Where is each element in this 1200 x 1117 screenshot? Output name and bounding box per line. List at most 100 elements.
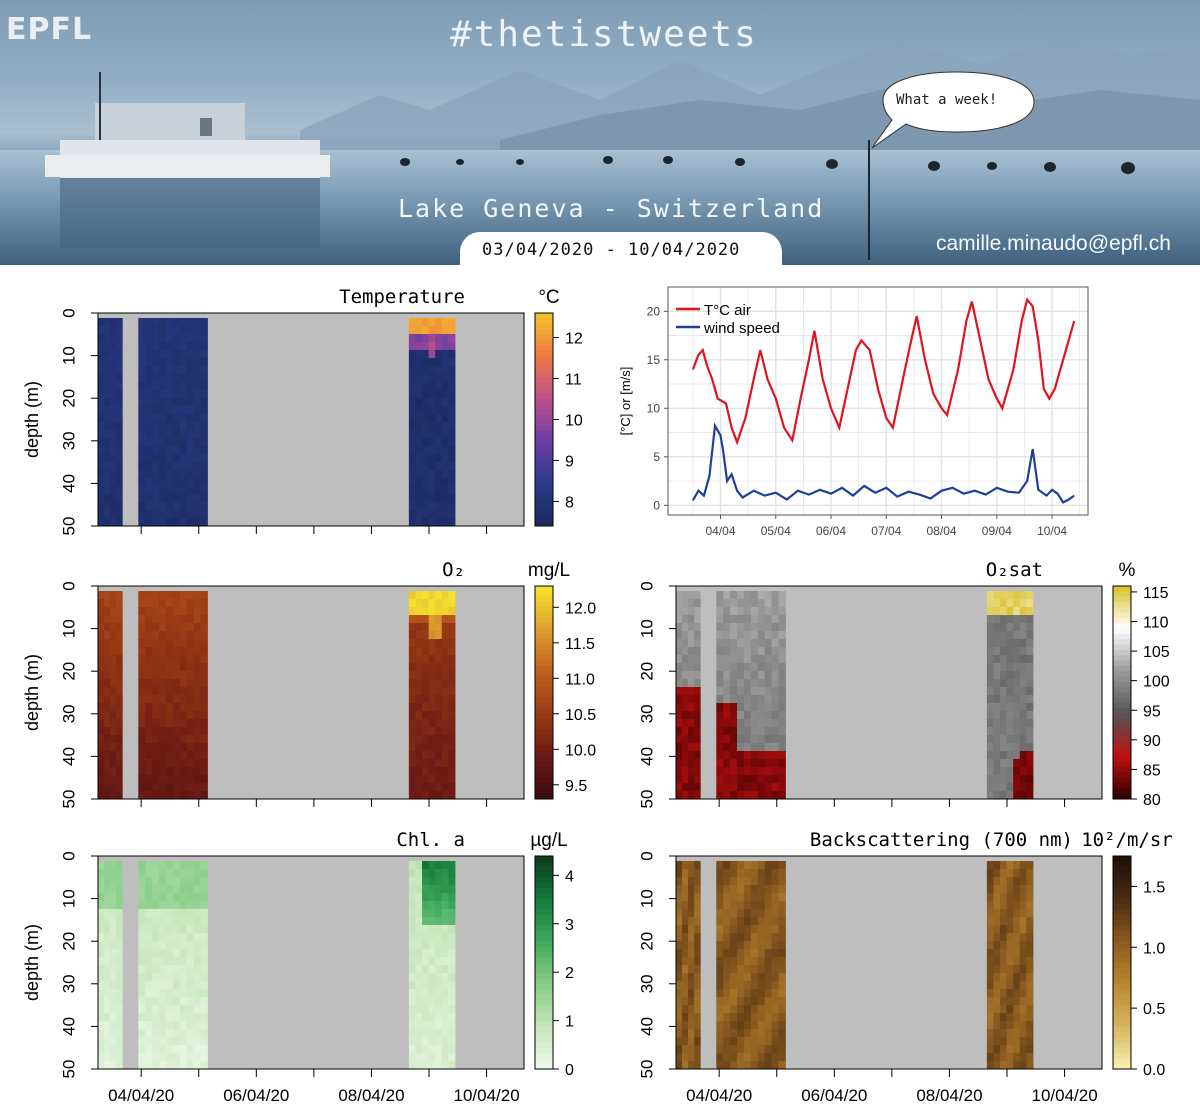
data-cell	[993, 901, 1001, 910]
data-cell	[116, 655, 123, 664]
data-cell	[441, 981, 449, 990]
data-cell	[448, 759, 456, 768]
data-cell	[757, 901, 766, 910]
data-cell	[764, 679, 773, 688]
data-cell	[1000, 719, 1008, 728]
data-cell	[98, 783, 105, 792]
data-cell	[110, 647, 117, 656]
data-cell	[723, 639, 731, 648]
data-cell	[1006, 933, 1014, 942]
data-cell	[179, 374, 188, 383]
data-cell	[764, 775, 773, 784]
data-cell	[104, 909, 111, 918]
data-cell	[435, 727, 443, 736]
data-cell	[1013, 973, 1021, 982]
data-cell	[422, 470, 430, 479]
data-cell	[428, 743, 436, 752]
data-cell	[116, 430, 123, 439]
data-cell	[159, 663, 167, 672]
data-cell	[186, 446, 195, 455]
data-cell	[193, 334, 201, 343]
data-cell	[152, 374, 160, 383]
data-cell	[186, 390, 195, 399]
data-cell	[408, 663, 416, 672]
data-cell	[200, 518, 208, 527]
data-cell	[435, 981, 443, 990]
data-cell	[1026, 791, 1034, 800]
data-cell	[193, 775, 201, 784]
data-cell	[716, 687, 724, 696]
data-cell	[1019, 631, 1027, 640]
data-cell	[116, 639, 123, 648]
data-cell	[723, 655, 731, 664]
data-cell	[104, 775, 111, 784]
data-cell	[737, 861, 745, 870]
data-cell	[1026, 759, 1034, 768]
data-cell	[1006, 679, 1014, 688]
data-cell	[688, 1005, 695, 1014]
data-cell	[98, 647, 105, 656]
data-cell	[993, 759, 1001, 768]
data-cell	[993, 933, 1001, 942]
data-cell	[993, 591, 1001, 600]
data-cell	[152, 350, 160, 359]
colorbar-cell	[1113, 983, 1131, 990]
data-cell	[428, 422, 436, 431]
data-cell	[694, 1021, 701, 1030]
data-cell	[415, 358, 423, 367]
data-cell	[448, 462, 456, 471]
data-cell	[716, 861, 724, 870]
data-cell	[152, 783, 160, 792]
data-cell	[682, 615, 689, 624]
colorbar-cell	[535, 623, 553, 630]
data-cell	[716, 767, 724, 776]
data-cell	[145, 783, 153, 792]
data-cell	[422, 727, 430, 736]
data-cell	[422, 775, 430, 784]
data-cell	[448, 941, 456, 950]
data-cell	[408, 446, 416, 455]
data-cell	[435, 767, 443, 776]
data-cell	[764, 767, 773, 776]
data-cell	[737, 1029, 745, 1038]
data-cell	[676, 1013, 683, 1022]
data-cell	[165, 494, 174, 503]
data-cell	[441, 607, 449, 616]
colorbar-cell	[1113, 1063, 1131, 1070]
data-cell	[179, 422, 188, 431]
data-cell	[145, 358, 153, 367]
data-cell	[448, 1037, 456, 1046]
data-cell	[1000, 869, 1008, 878]
data-cell	[165, 703, 174, 712]
data-cell	[986, 1021, 994, 1030]
data-cell	[716, 1037, 724, 1046]
data-cell	[1019, 1053, 1027, 1062]
data-cell	[1006, 973, 1014, 982]
data-cell	[682, 1021, 689, 1030]
colorbar-cell	[1113, 887, 1131, 894]
colorbar-cell	[535, 919, 553, 926]
data-cell	[193, 462, 201, 471]
data-cell	[435, 997, 443, 1006]
data-cell	[138, 727, 146, 736]
data-cell	[422, 430, 430, 439]
data-cell	[435, 687, 443, 696]
data-cell	[764, 783, 773, 792]
data-cell	[730, 591, 738, 600]
data-cell	[993, 607, 1001, 616]
data-cell	[764, 1061, 773, 1070]
data-cell	[1000, 925, 1008, 934]
data-cell	[193, 973, 201, 982]
data-cell	[179, 462, 188, 471]
data-cell	[764, 885, 773, 894]
data-cell	[682, 791, 689, 800]
data-cell	[200, 735, 208, 744]
data-cell	[694, 1045, 701, 1054]
data-cell	[200, 1029, 208, 1038]
data-cell	[152, 869, 160, 878]
data-cell	[688, 623, 695, 632]
data-cell	[200, 430, 208, 439]
data-cell	[1000, 1061, 1008, 1070]
data-cell	[165, 599, 174, 608]
data-cell	[993, 791, 1001, 800]
